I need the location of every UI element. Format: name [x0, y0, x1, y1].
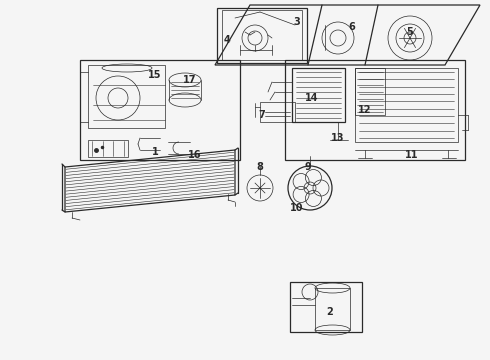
Text: 14: 14: [305, 93, 319, 103]
Bar: [285, 60, 465, 160]
Bar: [222, 10, 302, 60]
Text: 16: 16: [188, 150, 202, 160]
Text: 6: 6: [348, 22, 355, 32]
Bar: [315, 288, 350, 330]
Bar: [355, 68, 458, 142]
Bar: [355, 68, 385, 115]
Bar: [88, 65, 165, 128]
Text: 1: 1: [151, 147, 158, 157]
Text: 4: 4: [223, 35, 230, 45]
Bar: [292, 68, 345, 122]
Text: 3: 3: [294, 17, 300, 27]
Text: 11: 11: [405, 150, 419, 160]
Text: 12: 12: [358, 105, 372, 115]
Bar: [290, 282, 362, 332]
Bar: [217, 8, 307, 63]
Text: 8: 8: [257, 162, 264, 172]
Text: 15: 15: [148, 70, 162, 80]
Bar: [88, 140, 128, 157]
Text: 13: 13: [331, 133, 345, 143]
Text: 5: 5: [407, 27, 414, 37]
Text: 10: 10: [290, 203, 304, 213]
Text: 9: 9: [305, 162, 311, 172]
Text: 17: 17: [183, 75, 197, 85]
Text: 2: 2: [327, 307, 333, 317]
Bar: [80, 60, 240, 160]
Text: 7: 7: [259, 110, 266, 120]
Bar: [260, 102, 295, 122]
